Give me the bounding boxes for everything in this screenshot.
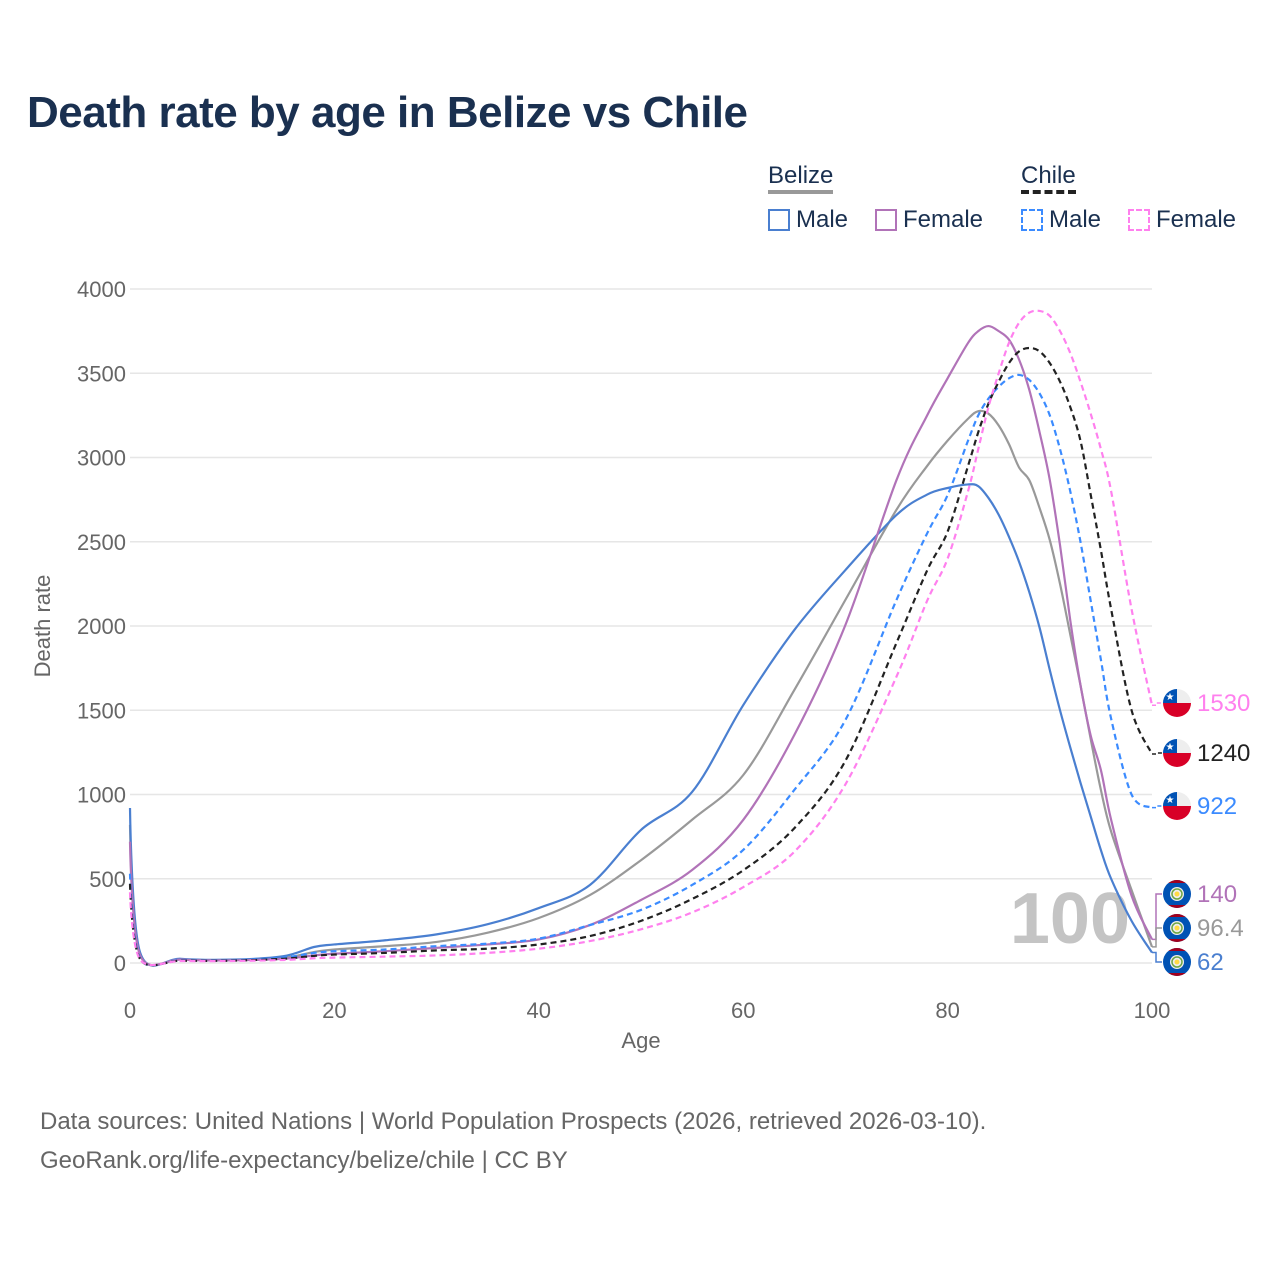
legend-swatch [1021, 209, 1043, 231]
chile-flag-icon: ★ [1163, 739, 1191, 767]
star-icon: ★ [1166, 692, 1175, 703]
flag-body [1163, 880, 1191, 908]
x-tick-label: 0 [124, 998, 136, 1023]
y-tick-label: 0 [114, 951, 126, 976]
attribution-link[interactable]: GeoRank.org/life-expectancy/belize/chile… [40, 1147, 568, 1174]
flag-red-bottom [1163, 939, 1191, 942]
end-value-label: 140 [1197, 881, 1237, 908]
belize-flag-icon [1163, 914, 1191, 942]
end-label-connector [1152, 893, 1162, 941]
end-label-connector [1152, 702, 1162, 706]
star-icon: ★ [1166, 795, 1175, 806]
legend-group-belize: Belize [768, 162, 834, 194]
y-axis-label: Death rate [30, 575, 55, 678]
x-tick-label: 20 [322, 998, 346, 1023]
x-tick-label: 100 [1134, 998, 1171, 1023]
end-value-label: 922 [1197, 793, 1237, 820]
flag-red-top [1163, 914, 1191, 917]
end-value-label: 1240 [1197, 740, 1250, 767]
flag-body [1163, 948, 1191, 976]
legend-item-belize-male[interactable]: Male [768, 206, 848, 234]
flag-wreath [1171, 956, 1183, 968]
flag-red-bottom [1163, 905, 1191, 908]
series-line-belize-male [128, 483, 1153, 967]
flag-red [1163, 703, 1191, 717]
legend-item-chile-female[interactable]: Female [1128, 206, 1236, 234]
legend-swatch [768, 209, 790, 231]
belize-flag-icon [1163, 948, 1191, 976]
series-line-belize-total [128, 409, 1154, 967]
y-tick-label: 3500 [77, 361, 126, 386]
x-tick-label: 80 [935, 998, 959, 1023]
end-value-label: 1530 [1197, 690, 1250, 717]
flag-red-top [1163, 948, 1191, 951]
flag-emblem [1174, 891, 1180, 897]
y-tick-label: 1000 [77, 783, 126, 808]
end-label-connector [1152, 951, 1162, 963]
legend-group-chile: Chile [1021, 162, 1076, 194]
flag-body: ★ [1163, 689, 1191, 717]
y-tick-label: 500 [89, 867, 126, 892]
legend-item-belize-female[interactable]: Female [875, 206, 983, 234]
end-value-label: 96.4 [1197, 915, 1244, 942]
series-line-chile-total [128, 346, 1153, 967]
flag-wreath [1171, 888, 1183, 900]
flag-body: ★ [1163, 739, 1191, 767]
flag-red [1163, 753, 1191, 767]
end-label-connector [1152, 752, 1162, 755]
flag-body [1163, 914, 1191, 942]
flag-emblem [1174, 925, 1180, 931]
x-tick-label: 60 [731, 998, 755, 1023]
end-value-label: 62 [1197, 949, 1224, 976]
y-tick-label: 4000 [77, 277, 126, 302]
y-tick-label: 2000 [77, 614, 126, 639]
chile-flag-icon: ★ [1163, 689, 1191, 717]
series-line-belize-female [128, 324, 1153, 967]
flag-wreath [1171, 922, 1183, 934]
legend-swatch [875, 209, 897, 231]
y-tick-label: 1500 [77, 698, 126, 723]
legend-item-chile-male[interactable]: Male [1021, 206, 1101, 234]
flag-red-bottom [1163, 973, 1191, 976]
chart-title: Death rate by age in Belize vs Chile [27, 88, 748, 137]
series-line-chile-female [128, 309, 1154, 967]
y-tick-label: 2500 [77, 530, 126, 555]
y-tick-label: 3000 [77, 446, 126, 471]
flag-red-top [1163, 880, 1191, 883]
belize-flag-icon [1163, 880, 1191, 908]
end-label-connector [1152, 927, 1162, 948]
flag-red [1163, 806, 1191, 820]
x-tick-label: 40 [527, 998, 551, 1023]
legend-label: Female [1156, 206, 1237, 233]
flag-body: ★ [1163, 792, 1191, 820]
x-axis-label: Age [621, 1028, 660, 1053]
series-line-chile-male [128, 373, 1153, 967]
data-source-note: Data sources: United Nations | World Pop… [40, 1108, 987, 1135]
legend-label: Female [903, 206, 984, 233]
chile-flag-icon: ★ [1163, 792, 1191, 820]
legend-label: Male [1049, 206, 1102, 233]
legend-label: Male [796, 206, 849, 233]
star-icon: ★ [1166, 742, 1175, 753]
end-label-connector [1152, 805, 1162, 809]
legend-swatch [1128, 209, 1150, 231]
flag-emblem [1174, 959, 1180, 965]
watermark-age: 100 [1010, 879, 1130, 959]
